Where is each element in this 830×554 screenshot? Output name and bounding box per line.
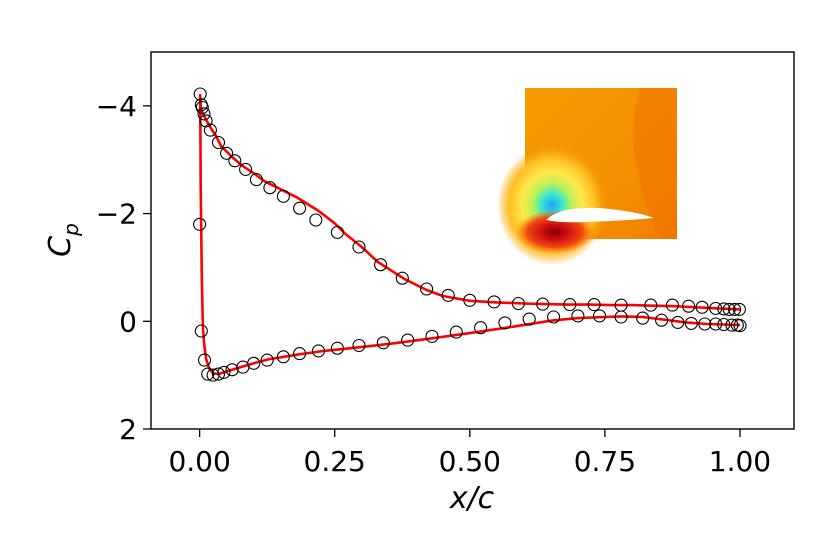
y-tick-label: −4 <box>96 90 137 123</box>
reference-point <box>401 333 415 347</box>
series-line-prediction <box>198 93 741 376</box>
reference-point <box>249 173 263 187</box>
reference-point <box>263 181 277 195</box>
reference-point <box>228 154 242 168</box>
reference-point <box>260 353 274 367</box>
x-tick-label: 0.75 <box>574 445 636 478</box>
reference-point <box>725 318 739 332</box>
reference-point <box>728 302 742 316</box>
reference-point <box>352 240 366 254</box>
reference-point <box>717 302 731 316</box>
reference-point <box>199 114 213 128</box>
reference-point <box>733 319 747 333</box>
reference-point <box>276 350 290 364</box>
reference-point <box>376 336 390 350</box>
reference-point <box>293 201 307 215</box>
reference-point <box>695 300 709 314</box>
reference-point <box>201 367 215 381</box>
reference-point <box>330 225 344 239</box>
x-tick-label: 1.00 <box>709 445 771 478</box>
reference-point <box>420 282 434 296</box>
reference-point <box>563 298 577 312</box>
reference-point <box>463 293 477 307</box>
reference-point <box>671 315 685 329</box>
reference-point <box>276 189 290 203</box>
airfoil-shape <box>546 207 654 223</box>
reference-point <box>655 313 669 327</box>
reference-point <box>193 87 207 101</box>
y-axis-label: Cp <box>43 223 83 257</box>
reference-point <box>592 309 607 323</box>
reference-point <box>511 296 525 311</box>
x-axis: 0.00 0.25 0.50 0.75 1.00 <box>168 429 771 478</box>
reference-point <box>425 329 439 343</box>
reference-point <box>636 311 650 325</box>
reference-point <box>722 302 736 316</box>
reference-point <box>709 317 723 331</box>
y-axis: −4 −2 0 2 <box>96 90 151 446</box>
reference-point <box>211 135 226 150</box>
x-tick-label: 0.25 <box>304 445 366 478</box>
reference-point <box>587 298 601 312</box>
y-axis-label-main: C <box>43 236 78 257</box>
reference-point <box>644 298 658 312</box>
x-axis-label: x/c <box>449 481 495 516</box>
reference-point <box>684 316 698 330</box>
reference-point <box>487 295 501 309</box>
y-axis-label-sub: p <box>59 223 83 237</box>
reference-point <box>194 98 208 112</box>
reference-point <box>220 146 234 160</box>
y-tick-label: 0 <box>119 305 137 338</box>
reference-point <box>197 107 211 121</box>
reference-point <box>709 301 723 315</box>
x-tick-label: 0.00 <box>168 445 230 478</box>
reference-point <box>330 341 344 355</box>
y-tick-label: −2 <box>96 198 137 231</box>
reference-point <box>498 316 512 330</box>
reference-point <box>717 317 731 332</box>
plot-frame <box>150 51 795 430</box>
reference-point <box>665 298 679 312</box>
reference-point <box>536 297 550 311</box>
reference-point <box>571 309 585 323</box>
reference-point <box>522 312 536 326</box>
reference-point <box>197 353 212 367</box>
reference-point <box>474 321 488 335</box>
x-tick-label: 0.50 <box>439 445 501 478</box>
reference-point <box>203 123 217 137</box>
reference-point <box>441 288 455 302</box>
series-markers-reference <box>193 87 747 382</box>
inset-contour-image <box>497 88 677 265</box>
reference-point <box>698 317 712 331</box>
reference-point <box>239 162 253 176</box>
reference-point <box>449 325 463 339</box>
reference-point <box>309 213 323 227</box>
reference-point <box>374 258 388 272</box>
reference-point <box>193 217 207 231</box>
reference-point <box>547 310 561 324</box>
reference-point <box>682 299 696 313</box>
reference-point <box>293 347 307 361</box>
reference-point <box>247 356 261 370</box>
reference-point <box>217 365 231 379</box>
reference-point <box>211 367 226 381</box>
reference-point <box>311 344 326 358</box>
reference-point <box>395 271 409 285</box>
y-tick-label: 2 <box>119 413 137 446</box>
reference-point <box>732 302 746 316</box>
reference-point <box>352 338 366 353</box>
reference-point <box>194 324 208 338</box>
reference-point <box>614 310 628 324</box>
